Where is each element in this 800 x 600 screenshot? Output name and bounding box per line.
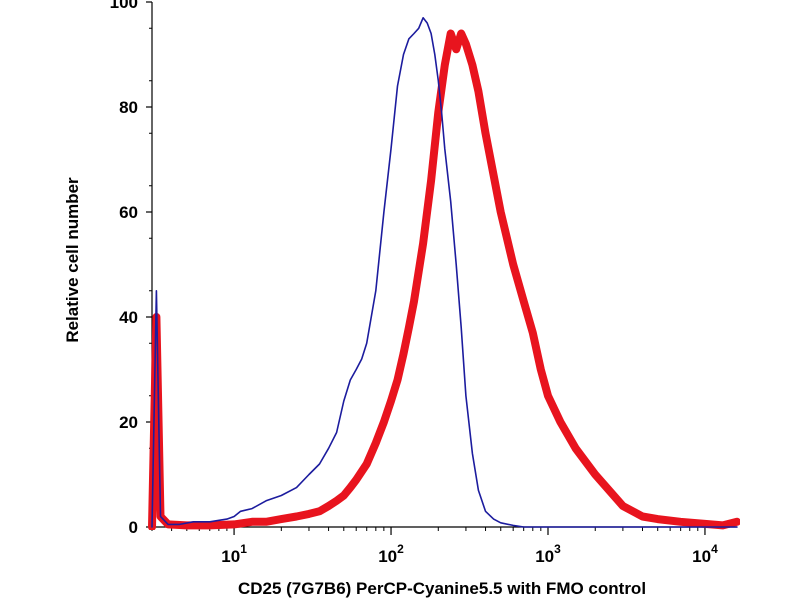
x-tick-label: 104 — [692, 542, 718, 566]
y-axis-title: Relative cell number — [63, 177, 82, 343]
y-tick-label: 40 — [119, 308, 138, 327]
y-tick-label: 20 — [119, 413, 138, 432]
x-axis-title: CD25 (7G7B6) PerCP-Cyanine5.5 with FMO c… — [238, 579, 646, 598]
y-tick-label: 80 — [119, 98, 138, 117]
y-tick-label: 60 — [119, 203, 138, 222]
series-layer — [148, 16, 740, 530]
series-line-cd25 — [148, 29, 740, 530]
ticks: 0 20 40 60 80 100 101 102 103 104 — [110, 0, 718, 566]
series-line-fmo-control — [151, 16, 738, 528]
x-tick-label: 101 — [221, 542, 247, 566]
y-tick-label: 0 — [129, 518, 138, 537]
x-tick-label: 102 — [378, 542, 404, 566]
x-tick-label: 103 — [535, 542, 561, 566]
y-tick-label: 100 — [110, 0, 138, 12]
